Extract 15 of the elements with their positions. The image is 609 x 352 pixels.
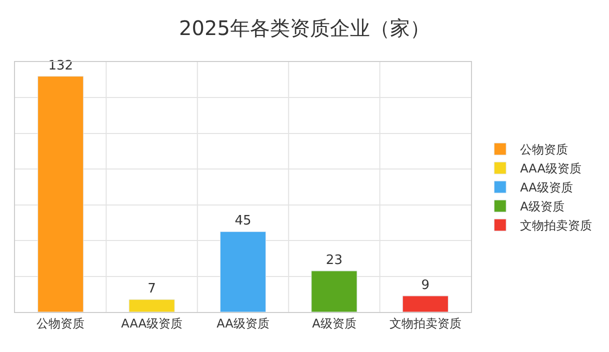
legend-label: 公物资质 [520,142,568,157]
x-tick-label: AA级资质 [216,316,270,330]
data-label: 45 [234,214,252,229]
legend-label: 文物拍卖资质 [520,218,592,233]
x-tick-label: 公物资质 [36,316,85,330]
legend-label: AAA级资质 [520,162,582,176]
data-label: 7 [148,282,156,296]
legend-label: AA级资质 [520,180,573,195]
data-label: 23 [326,252,342,268]
x-tick-label: AAA级资质 [121,316,182,330]
legend-label: A级资质 [520,200,564,214]
x-tick-label: 文物拍卖资质 [389,316,462,330]
chart-title: 2025年各类资质企业（家） [179,16,430,40]
data-label: 9 [421,278,430,293]
x-tick-label: A级资质 [312,316,356,330]
